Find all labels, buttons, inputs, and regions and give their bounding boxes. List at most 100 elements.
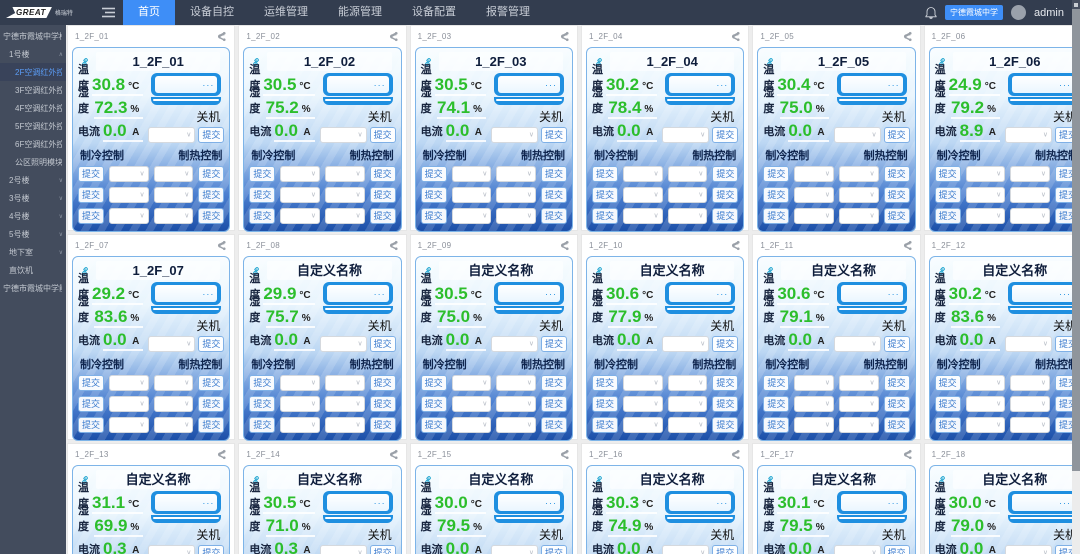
link-icon[interactable] [935, 55, 949, 69]
heating-select[interactable]: ∨ [153, 166, 194, 182]
heating-submit-button[interactable]: 提交 [540, 375, 567, 391]
link-icon[interactable] [763, 473, 777, 487]
power-submit-button[interactable]: 提交 [369, 545, 396, 554]
heating-submit-button[interactable]: 提交 [369, 208, 396, 224]
notification-bell-icon[interactable] [925, 6, 937, 19]
heating-submit-button[interactable]: 提交 [712, 187, 739, 203]
heating-submit-button[interactable]: 提交 [540, 208, 567, 224]
power-select[interactable]: ∨ [833, 545, 881, 554]
share-icon[interactable] [730, 31, 741, 42]
heating-select[interactable]: ∨ [496, 166, 536, 182]
cooling-select[interactable]: ∨ [965, 166, 1006, 182]
power-submit-button[interactable]: 提交 [883, 545, 910, 554]
heating-select[interactable]: ∨ [667, 375, 708, 391]
nav-tab[interactable]: 运维管理 [264, 6, 308, 18]
cooling-submit-button[interactable]: 提交 [591, 166, 618, 182]
cooling-submit-button[interactable]: 提交 [420, 187, 447, 203]
power-select[interactable]: ∨ [1004, 545, 1052, 554]
heating-submit-button[interactable]: 提交 [1054, 417, 1072, 433]
power-select[interactable]: ∨ [662, 545, 710, 554]
heating-submit-button[interactable]: 提交 [540, 187, 567, 203]
heating-submit-button[interactable]: 提交 [198, 166, 225, 182]
heating-select[interactable]: ∨ [1010, 417, 1050, 433]
scrollbar-thumb[interactable] [1072, 9, 1080, 471]
heating-submit-button[interactable]: 提交 [198, 375, 225, 391]
heating-select[interactable]: ∨ [324, 208, 365, 224]
cooling-submit-button[interactable]: 提交 [249, 166, 276, 182]
cooling-submit-button[interactable]: 提交 [934, 187, 961, 203]
sidebar-item[interactable]: 3F空调红外控... [0, 81, 66, 99]
link-icon[interactable] [935, 473, 949, 487]
heating-select[interactable]: ∨ [153, 375, 194, 391]
share-icon[interactable] [902, 31, 913, 42]
sidebar-item[interactable]: 宁德市霞城中学能... [0, 279, 66, 297]
heating-select[interactable]: ∨ [838, 208, 879, 224]
heating-select[interactable]: ∨ [496, 417, 536, 433]
cooling-select[interactable]: ∨ [965, 417, 1006, 433]
sidebar-item[interactable]: 地下室 ∨ [0, 243, 66, 261]
power-select[interactable]: ∨ [148, 127, 196, 143]
cooling-select[interactable]: ∨ [451, 187, 492, 203]
heating-submit-button[interactable]: 提交 [712, 166, 739, 182]
power-submit-button[interactable]: 提交 [712, 545, 739, 554]
link-icon[interactable] [78, 55, 92, 69]
cooling-submit-button[interactable]: 提交 [763, 208, 790, 224]
heating-submit-button[interactable]: 提交 [883, 375, 910, 391]
cooling-select[interactable]: ∨ [622, 187, 663, 203]
cooling-submit-button[interactable]: 提交 [763, 396, 790, 412]
heating-select[interactable]: ∨ [838, 396, 879, 412]
cooling-submit-button[interactable]: 提交 [420, 396, 447, 412]
link-icon[interactable] [935, 264, 949, 278]
heating-submit-button[interactable]: 提交 [198, 396, 225, 412]
org-badge[interactable]: 宁德霞城中学 [945, 5, 1004, 20]
power-select[interactable]: ∨ [662, 336, 710, 352]
nav-tab[interactable]: 设备自控 [190, 6, 234, 18]
share-icon[interactable] [388, 240, 399, 251]
share-icon[interactable] [559, 31, 570, 42]
cooling-submit-button[interactable]: 提交 [420, 166, 447, 182]
cooling-select[interactable]: ∨ [965, 396, 1006, 412]
power-submit-button[interactable]: 提交 [883, 336, 910, 352]
link-icon[interactable] [421, 55, 435, 69]
heating-submit-button[interactable]: 提交 [540, 166, 567, 182]
share-icon[interactable] [216, 31, 227, 42]
link-icon[interactable] [249, 473, 263, 487]
power-select[interactable]: ∨ [319, 127, 367, 143]
power-submit-button[interactable]: 提交 [712, 336, 739, 352]
power-submit-button[interactable]: 提交 [540, 336, 567, 352]
cooling-select[interactable]: ∨ [280, 417, 320, 433]
heating-select[interactable]: ∨ [153, 208, 194, 224]
heating-submit-button[interactable]: 提交 [540, 396, 567, 412]
cooling-select[interactable]: ∨ [965, 375, 1006, 391]
heating-select[interactable]: ∨ [1010, 187, 1050, 203]
cooling-select[interactable]: ∨ [622, 396, 663, 412]
power-select[interactable]: ∨ [319, 336, 367, 352]
heating-select[interactable]: ∨ [324, 187, 365, 203]
heating-select[interactable]: ∨ [324, 375, 365, 391]
share-icon[interactable] [388, 31, 399, 42]
share-icon[interactable] [730, 449, 741, 460]
cooling-select[interactable]: ∨ [280, 166, 320, 182]
cooling-select[interactable]: ∨ [109, 396, 149, 412]
heating-submit-button[interactable]: 提交 [883, 208, 910, 224]
link-icon[interactable] [421, 264, 435, 278]
share-icon[interactable] [559, 240, 570, 251]
heating-select[interactable]: ∨ [667, 208, 708, 224]
cooling-submit-button[interactable]: 提交 [591, 187, 618, 203]
cooling-submit-button[interactable]: 提交 [249, 396, 276, 412]
link-icon[interactable] [421, 473, 435, 487]
heating-submit-button[interactable]: 提交 [198, 208, 225, 224]
power-submit-button[interactable]: 提交 [198, 127, 225, 143]
sidebar-item[interactable]: 1号楼 ∧ [0, 45, 66, 63]
heating-submit-button[interactable]: 提交 [369, 375, 396, 391]
cooling-select[interactable]: ∨ [451, 396, 492, 412]
share-icon[interactable] [902, 449, 913, 460]
cooling-select[interactable]: ∨ [451, 166, 492, 182]
heating-submit-button[interactable]: 提交 [712, 208, 739, 224]
cooling-submit-button[interactable]: 提交 [420, 375, 447, 391]
scrollbar-up-button[interactable] [1072, 0, 1080, 9]
share-icon[interactable] [559, 449, 570, 460]
sidebar-item[interactable]: 4号楼 ∨ [0, 207, 66, 225]
cooling-select[interactable]: ∨ [622, 208, 663, 224]
cooling-select[interactable]: ∨ [280, 187, 320, 203]
